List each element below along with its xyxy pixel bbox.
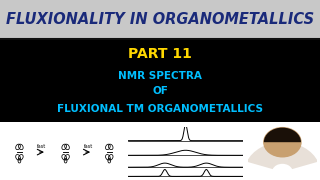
Wedge shape <box>264 128 301 142</box>
Bar <box>0 122 320 180</box>
Circle shape <box>264 128 301 157</box>
Bar <box>0 39 320 122</box>
Text: fast: fast <box>84 144 93 149</box>
Text: FLUXIONALITY IN ORGANOMETALLICS: FLUXIONALITY IN ORGANOMETALLICS <box>6 12 314 27</box>
Bar <box>0 0 320 39</box>
Text: fast: fast <box>37 144 46 149</box>
Text: OF: OF <box>152 86 168 96</box>
Text: FLUXIONAL TM ORGANOMETALLICS: FLUXIONAL TM ORGANOMETALLICS <box>57 104 263 114</box>
Wedge shape <box>247 142 318 169</box>
Text: NMR SPECTRA: NMR SPECTRA <box>118 71 202 80</box>
Text: PART 11: PART 11 <box>128 47 192 61</box>
